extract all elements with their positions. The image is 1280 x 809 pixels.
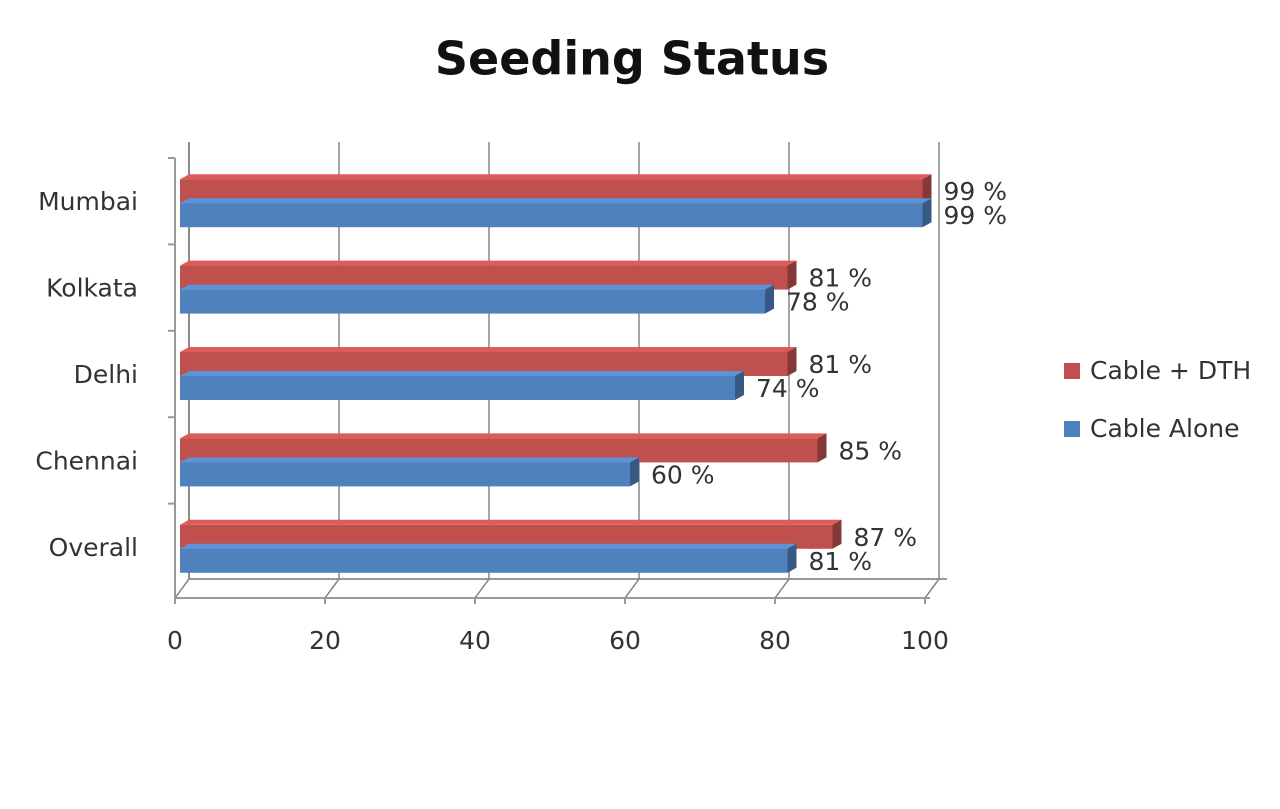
y-tick-label: Delhi [74, 360, 138, 389]
bar-top [180, 519, 842, 525]
y-tick-label: Kolkata [46, 274, 138, 303]
floor-line [474, 578, 490, 599]
bar-top [180, 198, 932, 204]
floor-line [324, 578, 340, 599]
y-tick-label: Chennai [35, 446, 138, 475]
legend-label: Cable + DTH [1090, 356, 1251, 385]
value-label: 60 % [651, 460, 715, 489]
x-tick-label: 20 [309, 626, 341, 655]
bar-side [817, 433, 827, 463]
bar-side [765, 284, 774, 314]
bar-top [180, 543, 797, 549]
floor-line [624, 578, 640, 599]
bar-side [787, 260, 797, 290]
bar-top [180, 433, 827, 439]
legend-label: Cable Alone [1090, 414, 1240, 443]
legend-swatch [1064, 363, 1080, 379]
bar-side [787, 347, 797, 376]
bar-top [180, 457, 639, 463]
value-label: 85 % [839, 436, 903, 465]
bar-side [735, 371, 744, 400]
bar-side [787, 543, 797, 573]
bar [180, 548, 788, 573]
y-tick-label: Mumbai [38, 187, 138, 216]
value-label: 81 % [809, 264, 873, 293]
floor-line [174, 578, 190, 599]
bar-top [180, 284, 774, 290]
x-tick-label: 100 [901, 626, 949, 655]
bar [180, 203, 923, 228]
floor-line [774, 578, 790, 599]
value-label: 81 % [809, 547, 873, 576]
x-tick-label: 40 [459, 626, 491, 655]
bar-side [922, 198, 932, 228]
bar [180, 376, 735, 400]
value-label: 74 % [756, 374, 820, 403]
bar-side [922, 174, 932, 204]
value-label: 87 % [854, 523, 918, 552]
x-tick-label: 80 [759, 626, 791, 655]
value-label: 99 % [944, 177, 1008, 206]
x-tick-label: 60 [609, 626, 641, 655]
value-label: 81 % [809, 350, 873, 379]
value-label: 78 % [786, 288, 850, 317]
bar-top [180, 174, 932, 180]
floor-line [924, 578, 940, 599]
bar [180, 289, 765, 314]
y-tick-label: Overall [49, 533, 138, 562]
x-tick-label: 0 [167, 626, 183, 655]
bar-top [180, 371, 744, 376]
chart-title: Seeding Status [435, 32, 829, 86]
value-label: 99 % [944, 201, 1008, 230]
bar-top [180, 260, 797, 266]
legend-swatch [1064, 421, 1080, 437]
bar-side [630, 457, 639, 487]
bar-side [832, 519, 842, 549]
bar-top [180, 347, 797, 352]
bar [180, 462, 630, 487]
